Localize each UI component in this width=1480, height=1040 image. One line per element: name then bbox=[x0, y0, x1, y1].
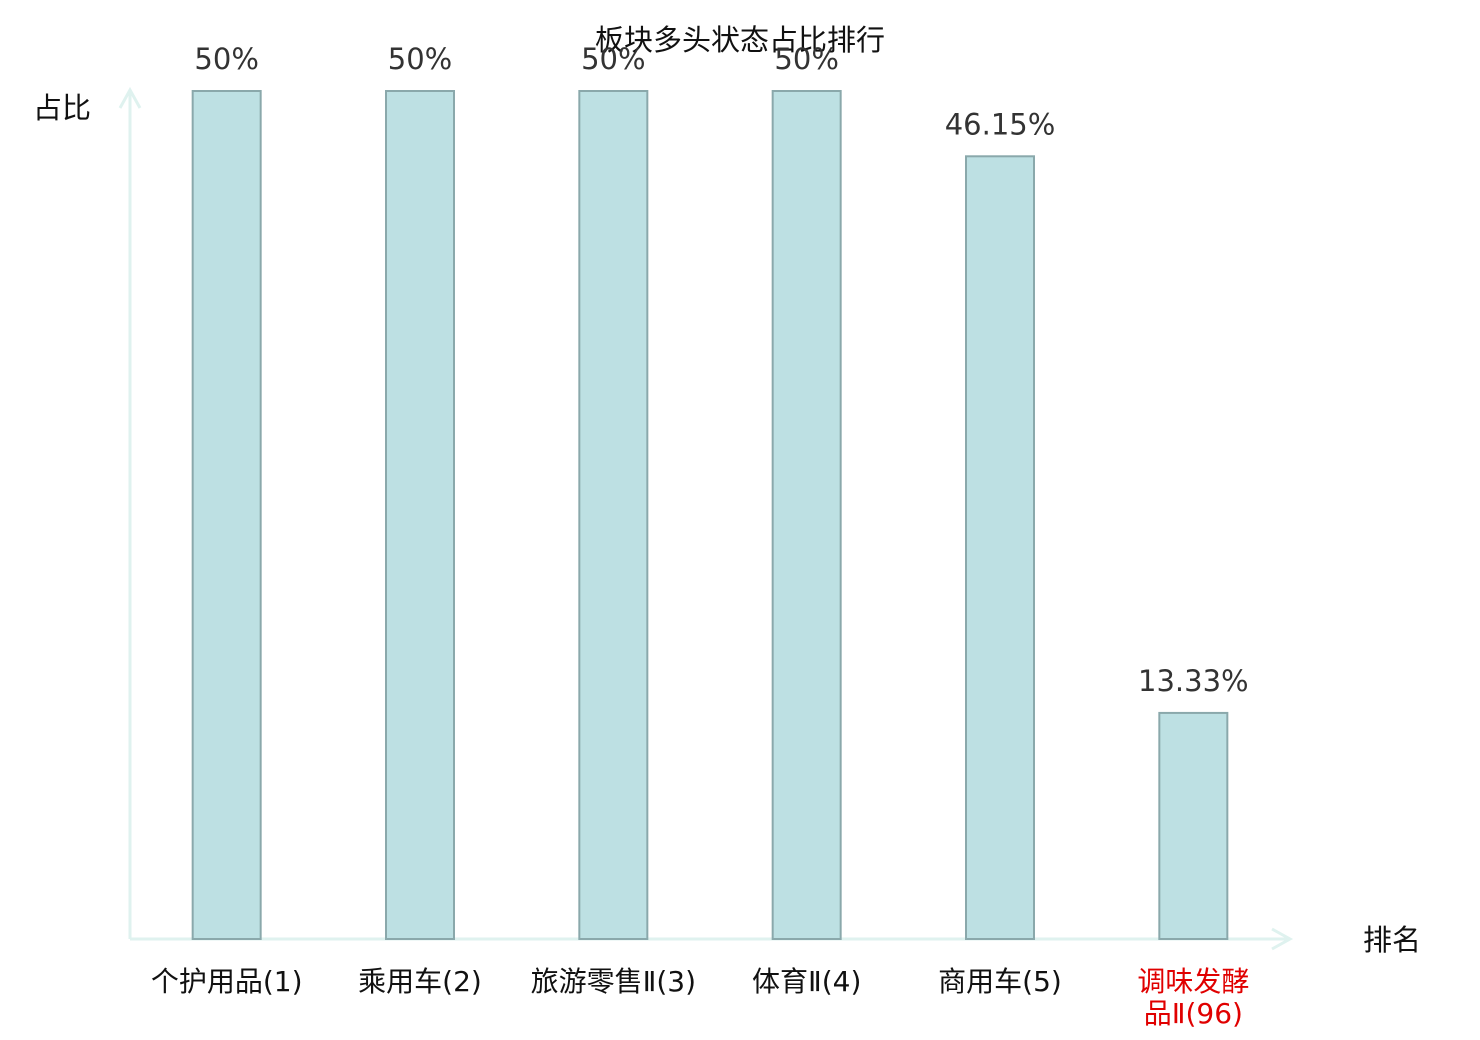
bar bbox=[191, 90, 262, 940]
value-label: 50% bbox=[388, 42, 452, 76]
x-tick-label: 调味发酵品Ⅱ(96) bbox=[1137, 965, 1249, 1030]
chart-title: 板块多头状态占比排行 bbox=[595, 23, 885, 57]
value-label: 50% bbox=[194, 42, 258, 76]
x-axis-label: 排名 bbox=[1363, 923, 1421, 957]
x-tick-label: 个护用品(1) bbox=[151, 965, 303, 998]
x-tick-label: 旅游零售Ⅱ(3) bbox=[531, 965, 696, 998]
bar bbox=[1158, 711, 1229, 941]
y-axis-label: 占比 bbox=[33, 91, 91, 125]
value-label: 13.33% bbox=[1138, 664, 1249, 698]
x-axis-arrow bbox=[1271, 927, 1294, 951]
bar bbox=[965, 155, 1035, 940]
x-tick-label: 乘用车(2) bbox=[358, 965, 482, 998]
value-label: 50% bbox=[581, 42, 645, 76]
value-label: 50% bbox=[774, 42, 838, 76]
value-label: 46.15% bbox=[945, 107, 1056, 141]
bar bbox=[771, 90, 842, 940]
x-tick-label: 商用车(5) bbox=[938, 965, 1062, 998]
bar bbox=[578, 90, 649, 940]
x-tick-label: 体育Ⅱ(4) bbox=[752, 965, 861, 998]
y-axis-arrow bbox=[118, 86, 142, 109]
bar bbox=[385, 90, 455, 940]
